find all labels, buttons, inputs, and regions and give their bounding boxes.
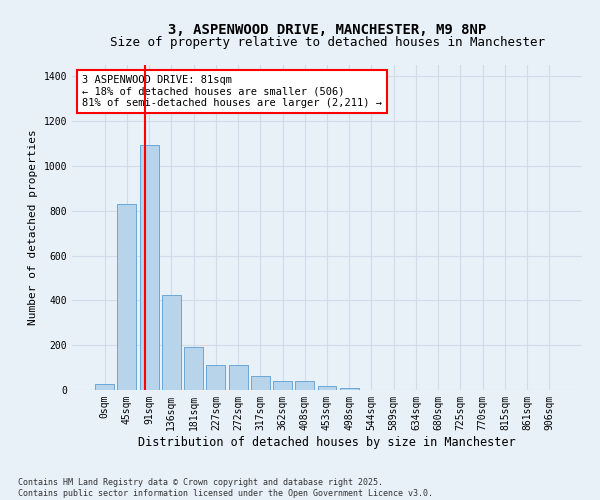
- Bar: [206, 366, 225, 390]
- Bar: [295, 381, 314, 390]
- Bar: [317, 386, 337, 390]
- Text: Contains HM Land Registry data © Crown copyright and database right 2025.
Contai: Contains HM Land Registry data © Crown c…: [18, 478, 433, 498]
- Bar: [251, 376, 270, 390]
- Bar: [229, 366, 248, 390]
- Title: 3, ASPENWOOD DRIVE, MANCHESTER, M9 8NP
Size of property relative to detached hou: 3, ASPENWOOD DRIVE, MANCHESTER, M9 8NP S…: [0, 499, 1, 500]
- Bar: [95, 384, 114, 390]
- Bar: [273, 380, 292, 390]
- Bar: [184, 348, 203, 390]
- Text: 3, ASPENWOOD DRIVE, MANCHESTER, M9 8NP: 3, ASPENWOOD DRIVE, MANCHESTER, M9 8NP: [168, 22, 486, 36]
- Bar: [118, 204, 136, 390]
- Text: Size of property relative to detached houses in Manchester: Size of property relative to detached ho…: [110, 36, 545, 49]
- Bar: [340, 388, 359, 390]
- Y-axis label: Number of detached properties: Number of detached properties: [28, 130, 38, 326]
- Bar: [162, 294, 181, 390]
- Bar: [140, 144, 158, 390]
- Text: 3 ASPENWOOD DRIVE: 81sqm
← 18% of detached houses are smaller (506)
81% of semi-: 3 ASPENWOOD DRIVE: 81sqm ← 18% of detach…: [82, 74, 382, 108]
- X-axis label: Distribution of detached houses by size in Manchester: Distribution of detached houses by size …: [138, 436, 516, 448]
